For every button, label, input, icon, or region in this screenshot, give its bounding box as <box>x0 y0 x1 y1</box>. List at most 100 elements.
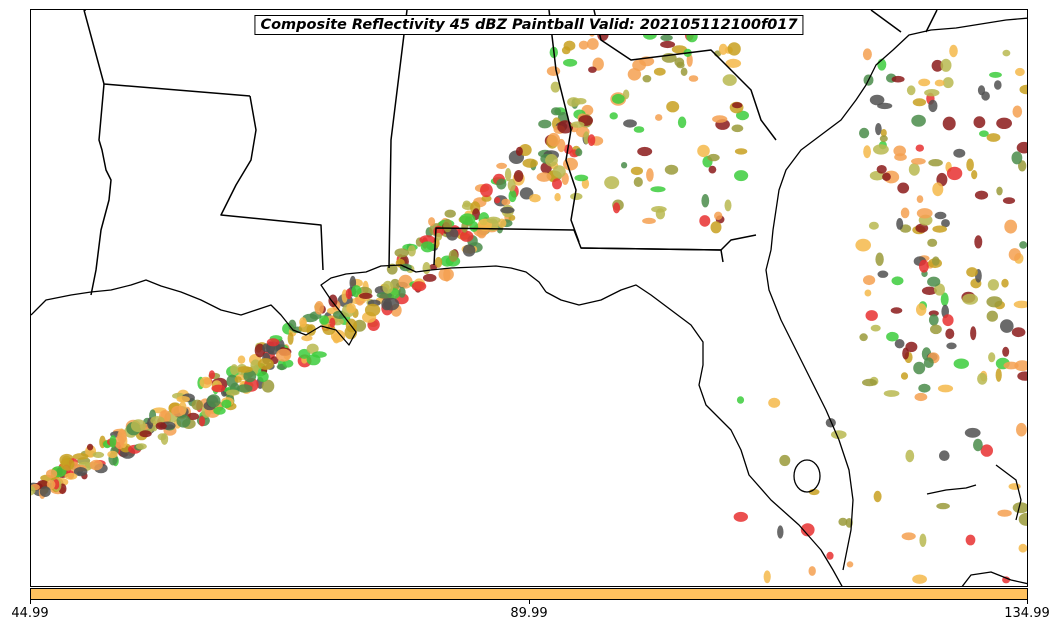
paintball-blob <box>666 101 680 113</box>
paintball-blob <box>226 389 240 396</box>
paintball-blob <box>915 223 929 233</box>
paintball-blob <box>868 221 879 230</box>
paintball-blob <box>916 303 927 316</box>
paintball-blob <box>282 359 294 368</box>
state-boundaries <box>83 10 938 296</box>
paintball-blob <box>873 144 889 155</box>
state-line-al-ga <box>548 10 580 243</box>
paintball-blob <box>563 40 576 51</box>
paintball-blob <box>92 451 105 458</box>
paintball-blob <box>986 310 998 322</box>
paintball-blob <box>243 369 257 383</box>
paintball-blob <box>660 40 676 49</box>
paintball-blob <box>288 319 297 331</box>
paintball-blob <box>939 450 950 462</box>
paintball-blob <box>1000 319 1014 333</box>
paintball-blob <box>298 348 311 359</box>
paintball-blob <box>714 211 723 220</box>
paintball-blob <box>671 45 688 54</box>
paintball-blob <box>973 438 983 452</box>
paintball-blob <box>966 158 974 172</box>
paintball-blob <box>508 189 517 203</box>
paintball-blob <box>900 207 910 219</box>
paintball-blob <box>411 281 427 292</box>
paintball-blob <box>913 361 926 375</box>
paintball-blob <box>609 112 618 120</box>
paintball-blob <box>422 262 431 275</box>
paintball-blob <box>940 292 949 307</box>
paintball-blob <box>651 206 667 213</box>
paintball-blob <box>117 429 127 444</box>
paintball-blob <box>964 427 981 438</box>
paintball-blob <box>1008 248 1021 261</box>
paintball-blob <box>575 148 583 157</box>
paintball-blob <box>462 244 476 257</box>
paintball-blob <box>914 392 928 402</box>
paintball-blob <box>932 225 947 233</box>
paintball-blob <box>1003 361 1019 370</box>
paintball-blob <box>736 110 749 121</box>
paintball-blob <box>918 383 931 393</box>
colorbar-label-min: 44.99 <box>11 606 49 621</box>
paintball-blob <box>916 208 933 219</box>
paintball-blob <box>928 159 943 167</box>
paintball-blob <box>623 119 637 128</box>
colorbar <box>30 588 1028 600</box>
paintball-blob <box>988 352 996 363</box>
paintball-blob <box>953 358 969 369</box>
paintball-blob <box>994 80 1002 90</box>
paintball-blob <box>434 256 443 268</box>
paintball-blob <box>381 297 392 311</box>
paintball-blob <box>407 245 416 257</box>
state-line-ga-sc <box>593 10 777 141</box>
paintball-blob <box>718 43 728 55</box>
paintball-blob <box>697 144 710 158</box>
paintball-blob <box>701 194 710 208</box>
paintball-blob <box>660 34 673 41</box>
paintball-blob <box>554 193 561 202</box>
paintball-blob <box>637 146 653 157</box>
paintball-blob <box>107 450 118 459</box>
paintball-blob <box>677 116 687 129</box>
paintball-blob <box>319 315 330 325</box>
paintball-blob <box>64 472 78 480</box>
paintball-blob <box>712 115 728 123</box>
paintball-blob <box>883 390 900 397</box>
paintball-blob <box>932 256 940 266</box>
paintball-blob <box>826 551 834 560</box>
paintball-blob <box>928 310 939 317</box>
paintball-blob <box>680 67 688 76</box>
paintball-blob <box>880 129 887 137</box>
paintball-blob <box>500 206 515 214</box>
paintball-blob <box>627 68 642 81</box>
paintball-blob <box>428 217 436 227</box>
paintball-blob <box>877 270 889 278</box>
paintball-blob <box>494 197 501 204</box>
paintball-blob <box>208 370 215 380</box>
paintball-blob <box>859 333 868 342</box>
paintball-blob <box>905 341 918 353</box>
paintball-blob <box>986 133 1001 142</box>
paintball-blob <box>570 121 585 128</box>
bahamas-abaco <box>995 464 1022 521</box>
paintball-blob <box>859 127 870 139</box>
paintball-blob <box>966 267 978 278</box>
paintball-blob <box>928 314 939 326</box>
state-line-ms-al <box>388 10 408 269</box>
paintball-blob <box>176 396 190 403</box>
paintball-blob <box>870 324 881 332</box>
paintball-blob <box>768 397 781 408</box>
paintball-blob <box>1011 151 1023 165</box>
paintball-blob <box>987 279 1000 291</box>
paintball-blob <box>962 293 978 305</box>
paintball-blob <box>287 332 294 345</box>
paintball-blob <box>199 376 212 389</box>
lake-okeechobee <box>793 459 821 493</box>
colorbar-label-mid: 89.99 <box>510 606 548 621</box>
paintball-blob <box>345 288 352 300</box>
paintball-blob <box>257 371 269 382</box>
paintball-blob <box>699 215 711 227</box>
paintball-blob <box>611 93 625 104</box>
paintball-blob <box>924 89 940 97</box>
paintball-blob <box>731 124 744 133</box>
